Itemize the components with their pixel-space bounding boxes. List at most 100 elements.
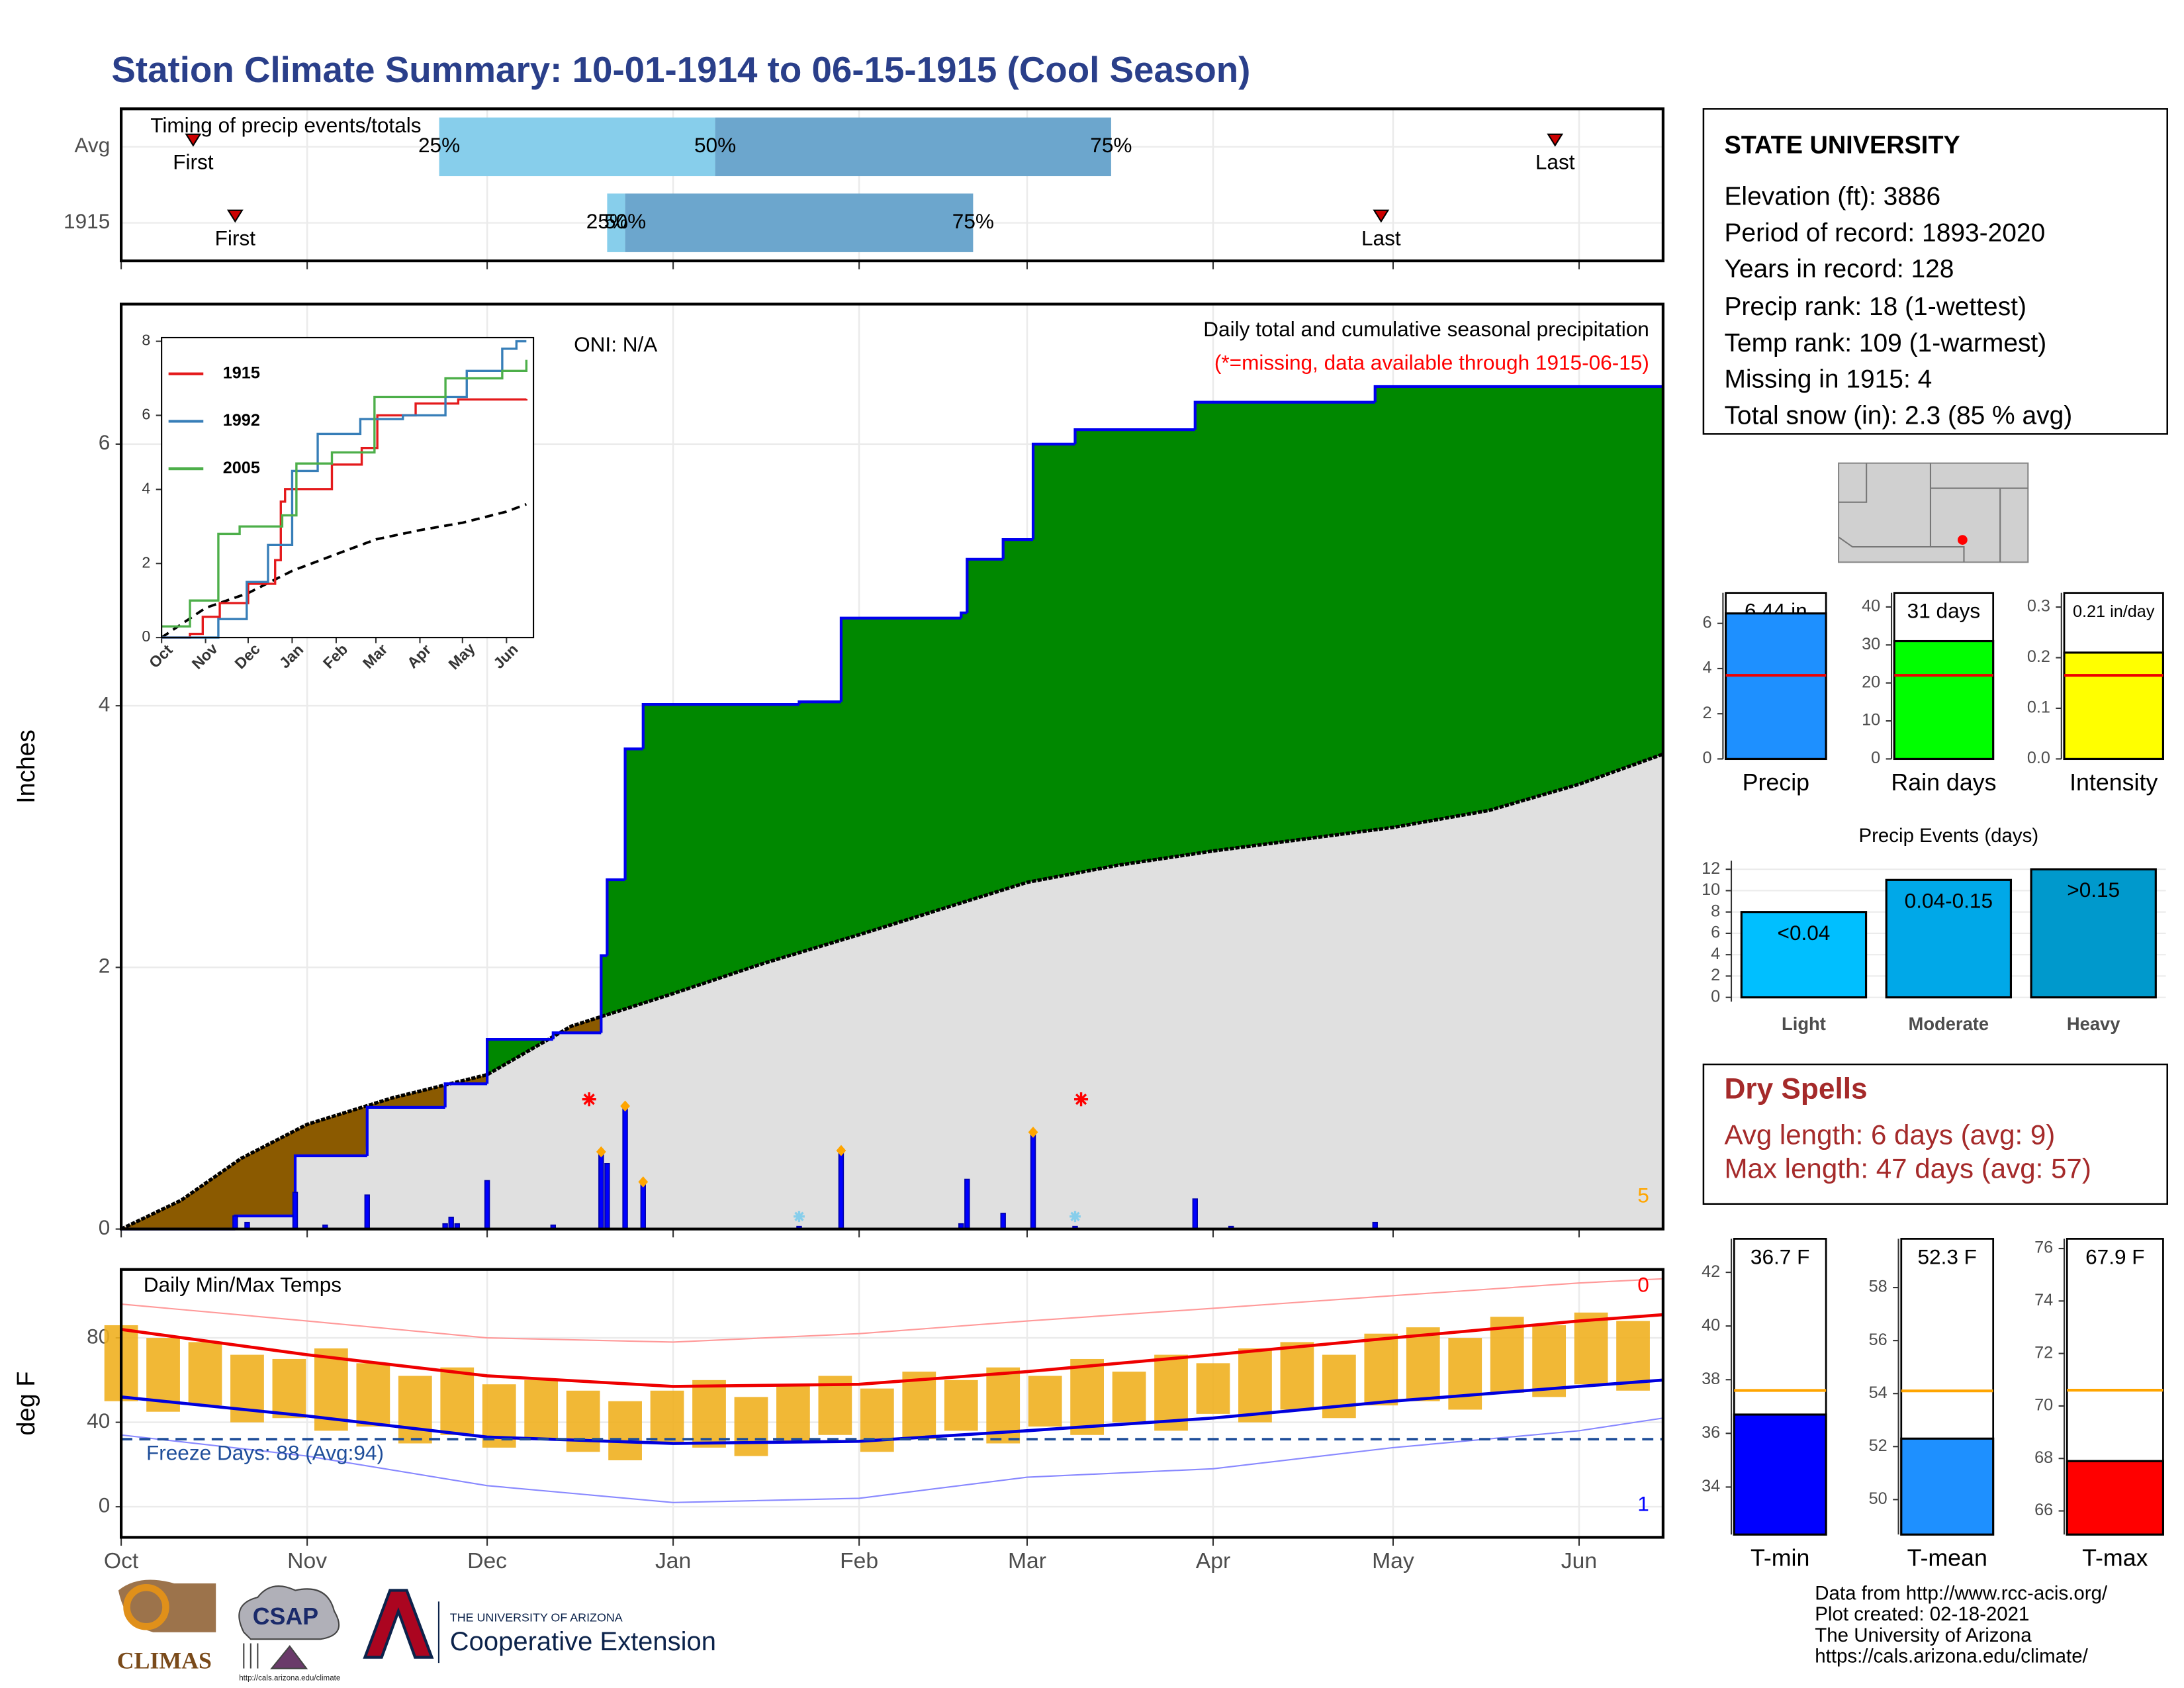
dry-spells-line: Max length: 47 days (avg: 57) [1724, 1152, 2091, 1184]
dry-spells-title: Dry Spells [1724, 1073, 1867, 1105]
y-tick-label: 10 [1702, 880, 1720, 899]
bar-upper [625, 193, 974, 252]
series-line [161, 340, 527, 639]
y-tick-label: 2 [142, 553, 150, 571]
temp-range-bar [398, 1376, 432, 1444]
y-tick-label: 2 [99, 954, 111, 978]
y-tick-label: 68 [2034, 1448, 2053, 1467]
observed-step [551, 1031, 602, 1040]
temp-range-bar [1196, 1363, 1230, 1414]
corner-label: 1 [1637, 1491, 1649, 1515]
y-tick-label: 56 [1869, 1331, 1888, 1349]
value-label: 36.7 F [1751, 1244, 1809, 1268]
y-tick-label: 76 [2034, 1239, 2053, 1257]
panel-subtitle: (*=missing, data available through 1915-… [1214, 350, 1649, 374]
category-label: Rain days [1891, 769, 1996, 796]
value-label: 0.21 in/day [2073, 602, 2155, 621]
observed-step [600, 954, 608, 1033]
temp-range-bar [1616, 1321, 1650, 1391]
y-tick-label: 6 [142, 406, 150, 423]
temp-range-bar [1280, 1342, 1314, 1410]
value-label: 52.3 F [1917, 1244, 1976, 1268]
daily-bar [292, 1192, 298, 1230]
temp-range-bar [1532, 1325, 1567, 1397]
bar [2066, 1460, 2165, 1536]
temp-range-bar [440, 1367, 475, 1435]
credit-line: Data from http://www.rcc-acis.org/ [1815, 1583, 2108, 1605]
observed-step [797, 700, 841, 705]
category-label: T-mean [1907, 1545, 1987, 1571]
csap-cloud [238, 1585, 340, 1640]
x-tick-label: May [1372, 1549, 1414, 1573]
category-label: Light [1782, 1013, 1826, 1034]
category-label: Heavy [2067, 1013, 2120, 1034]
panel-title: Timing of precip events/totals [150, 113, 421, 137]
y-tick-label: 8 [1711, 902, 1720, 920]
panel-border [119, 107, 1664, 263]
station-dot [1958, 535, 1968, 545]
station-line: Precip rank: 18 (1-wettest) [1724, 293, 2026, 321]
y-axis-label: Inches [13, 729, 40, 804]
observed-step [1373, 385, 1663, 402]
y-tick-label: 74 [2034, 1291, 2053, 1309]
series-line [161, 398, 528, 639]
bar [1740, 911, 1868, 999]
bar-upper [715, 117, 1111, 177]
y-tick-label: 4 [142, 479, 150, 496]
value-label: 67.9 F [2085, 1244, 2144, 1268]
y-tick-label: 6 [1711, 923, 1720, 942]
credit-line: https://cals.arizona.edu/climate/ [1815, 1645, 2088, 1667]
y-tick-label: 40 [1862, 597, 1880, 616]
temp-range-bar [566, 1390, 600, 1452]
map-borders [1838, 463, 2028, 563]
temp-range-bar [1028, 1376, 1062, 1427]
temp-range-bar [692, 1380, 726, 1448]
temp-range-bar [734, 1397, 768, 1456]
csap-url: http://cals.arizona.edu/climate [239, 1674, 340, 1682]
snow-marker [1069, 1211, 1081, 1223]
daily-bar [598, 1151, 604, 1230]
panel-title: Daily total and cumulative seasonal prec… [1203, 317, 1649, 341]
y-tick-label: 0 [99, 1215, 111, 1239]
temp-range-bar [902, 1372, 936, 1440]
temp-range-bar [1364, 1333, 1398, 1406]
legend-label: 1915 [223, 363, 260, 382]
panel-border [119, 1268, 1664, 1539]
freeze-label: Freeze Days: 88 (Avg:94) [146, 1441, 384, 1465]
observed-step [443, 1082, 488, 1107]
average-line [161, 502, 527, 639]
observed-step [606, 878, 625, 956]
event-marker [226, 209, 244, 223]
legend-label: 1992 [223, 411, 260, 430]
temp-range-bar [776, 1384, 810, 1444]
y-tick-label: 0.1 [2027, 698, 2050, 717]
credit-line: The University of Arizona [1815, 1624, 2032, 1646]
corner-label: 0 [1637, 1272, 1649, 1296]
station-line: Temp rank: 109 (1-warmest) [1724, 329, 2046, 357]
category-label: T-min [1751, 1545, 1809, 1571]
y-tick-label: 0 [1871, 749, 1880, 767]
category-label: T-max [2082, 1545, 2148, 1571]
x-tick-label: Oct [104, 1549, 139, 1573]
x-tick-label: Jun [1561, 1549, 1597, 1573]
climas-ring [123, 1583, 169, 1630]
event-label: First [173, 150, 214, 173]
category-label: Precip [1743, 769, 1809, 796]
temp-line [121, 1278, 1663, 1343]
temp-range-bar [356, 1363, 390, 1427]
station-line: Total snow (in): 2.3 (85 % avg) [1724, 401, 2072, 430]
y-tick-label: 0 [1711, 987, 1720, 1006]
dry-spells-line: Avg length: 6 days (avg: 9) [1724, 1119, 2055, 1150]
y-tick-label: 58 [1869, 1278, 1888, 1296]
y-tick-label: 42 [1702, 1262, 1720, 1281]
record-marker [596, 1146, 606, 1158]
station-line: Period of record: 1893-2020 [1724, 218, 2045, 247]
daily-bar [1192, 1198, 1198, 1230]
observed-step [365, 1105, 445, 1156]
y-tick-label: 0 [142, 628, 150, 645]
y-tick-label: 12 [1702, 859, 1720, 878]
quantile-label: 75% [1090, 133, 1132, 157]
category-label: Moderate [1909, 1013, 1989, 1034]
x-tick-label: Mar [1008, 1549, 1046, 1573]
